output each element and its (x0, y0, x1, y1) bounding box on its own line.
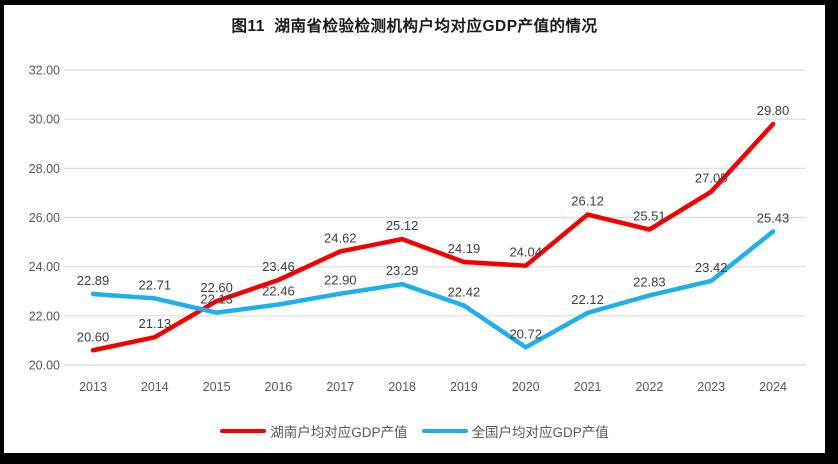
x-axis-tick-label: 2017 (326, 380, 354, 394)
data-label: 22.89 (77, 273, 110, 288)
x-axis-tick-label: 2019 (450, 380, 478, 394)
data-label: 23.42 (695, 260, 728, 275)
data-label: 25.51 (633, 209, 666, 224)
data-label: 25.43 (757, 211, 790, 226)
y-axis-tick-label: 20.00 (29, 359, 60, 373)
x-axis-tick-label: 2016 (265, 380, 293, 394)
data-label: 22.46 (262, 284, 295, 299)
data-label: 21.13 (139, 316, 172, 331)
x-axis-tick-label: 2013 (79, 380, 107, 394)
data-label: 26.12 (571, 194, 604, 209)
data-label: 29.80 (757, 103, 790, 118)
data-label: 24.19 (448, 241, 481, 256)
x-axis-tick-label: 2018 (388, 380, 416, 394)
series-line-1 (90, 229, 776, 350)
series-line-0 (90, 121, 776, 353)
data-label: 24.04 (509, 245, 542, 260)
data-label: 25.12 (386, 218, 419, 233)
y-axis-tick-label: 26.00 (29, 211, 60, 225)
x-axis-tick-label: 2015 (203, 380, 231, 394)
data-label: 22.60 (200, 280, 233, 295)
x-axis-tick-label: 2014 (141, 380, 169, 394)
line-chart-plot-area: 20.00 22.00 24.00 26.00 28.00 30.00 32.00 2013 2… (29, 64, 806, 394)
data-label: 22.12 (571, 292, 604, 307)
x-axis-tick-label: 2023 (697, 380, 725, 394)
y-axis-tick-label: 30.00 (29, 113, 60, 127)
x-axis-tick-label: 2020 (512, 380, 540, 394)
x-axis-tick-label: 2021 (574, 380, 602, 394)
chart-title: 图11 湖南省检验检测机构户均对应GDP产值的情况 (231, 18, 598, 35)
data-label: 23.46 (262, 259, 295, 274)
y-axis-tick-label: 24.00 (29, 260, 60, 274)
y-axis-tick-label: 22.00 (29, 309, 60, 323)
x-axis-tick-label: 2024 (759, 380, 787, 394)
data-label: 20.60 (77, 329, 110, 344)
y-axis-tick-label: 28.00 (29, 162, 60, 176)
data-label: 22.83 (633, 274, 666, 289)
legend-label-national: 全国户均对应GDP产值 (471, 425, 609, 440)
data-label: 22.71 (139, 277, 172, 292)
data-label: 22.90 (324, 273, 357, 288)
y-axis-tick-label: 32.00 (29, 64, 60, 78)
legend-label-hunan: 湖南户均对应GDP产值 (270, 425, 408, 440)
legend-swatch-hunan (220, 428, 267, 434)
data-label: 23.29 (386, 263, 419, 278)
chart-legend: 湖南户均对应GDP产值 全国户均对应GDP产值 (4, 421, 825, 441)
data-label: 24.62 (324, 230, 357, 245)
x-axis-tick-label: 2022 (635, 380, 663, 394)
data-label: 20.72 (509, 326, 542, 341)
data-label: 22.13 (200, 292, 233, 307)
legend-swatch-national (421, 428, 468, 434)
legend-item-hunan: 湖南户均对应GDP产值 (220, 421, 408, 441)
legend-item-national: 全国户均对应GDP产值 (421, 421, 609, 441)
data-label: 27.05 (695, 171, 728, 186)
data-label: 22.42 (448, 285, 481, 300)
